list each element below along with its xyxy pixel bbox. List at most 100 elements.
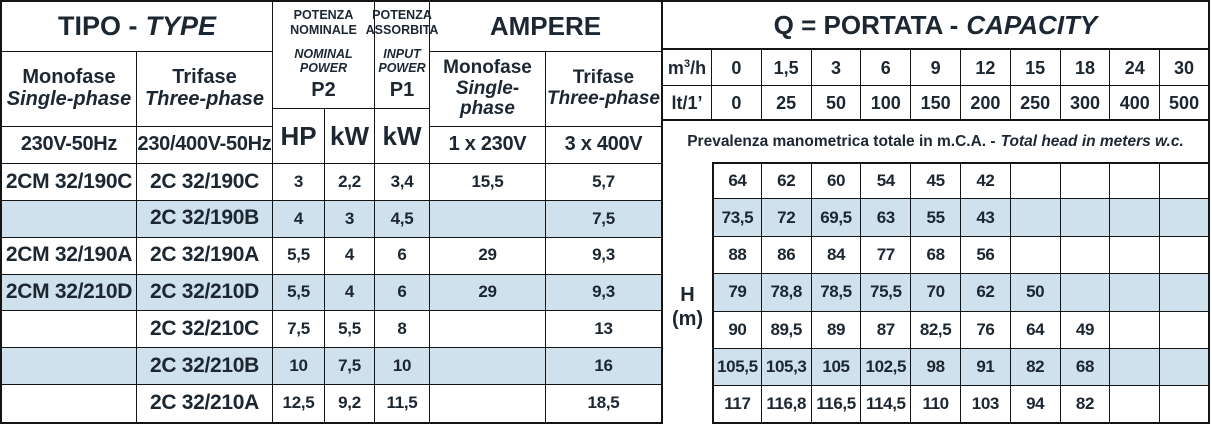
cell-head-value: [1060, 274, 1111, 312]
cell-head-value: 88: [712, 236, 762, 275]
cell-kw-input: 11,5: [375, 385, 430, 422]
cell-head-value: 73,5: [712, 199, 762, 237]
ampere-trifase-voltage: 3 x 400V: [546, 127, 661, 164]
flow-unit-m3h: m3/h: [663, 50, 712, 86]
ampere-trifase-it: Trifase: [572, 67, 635, 89]
ampere-trifase-en: Three-phase: [547, 88, 660, 109]
cell-type-trifase: 2C 32/210D: [137, 274, 273, 312]
monofase-voltage: 230V-50Hz: [2, 127, 137, 164]
cell-hp: 3: [273, 164, 325, 201]
cell-head-value: [1160, 199, 1210, 237]
cell-kw-nominal: 7,5: [325, 348, 375, 386]
cell-hp: 5,5: [273, 274, 325, 312]
input-power-it-line2: ASSORBITA: [365, 22, 439, 37]
cell-head-value: 55: [911, 199, 961, 237]
monofase-en: Single-phase: [6, 88, 132, 110]
cell-head-value: 91: [960, 348, 1011, 387]
cell-type-monofase: 2CM 32/190A: [2, 237, 137, 275]
cell-ampere-400v: 9,3: [546, 274, 661, 312]
cell-type-trifase: 2C 32/210A: [137, 385, 273, 422]
cell-head-value: 54: [861, 162, 912, 200]
cell-hp: 4: [273, 200, 325, 238]
cell-hp: 12,5: [273, 385, 325, 422]
cell-head-value: 110: [911, 386, 961, 424]
cell-head-value: [1010, 162, 1061, 200]
nominal-power-it-line2: NOMINALE: [290, 22, 357, 37]
head-values-table: 64 62 60 54 45 42 73,5 72 69,5 63 55 43 88 86 84 77 68 56…: [712, 162, 1210, 424]
cell-type-monofase: 2CM 32/210D: [2, 274, 137, 312]
cell-head-value: 103: [960, 386, 1011, 424]
cell-head-value: 75,5: [861, 274, 912, 312]
cell-head-value: 89: [811, 311, 862, 349]
cell-kw-input: 4,5: [375, 200, 430, 238]
cell-head-value: [1060, 199, 1111, 237]
ampere-trifase-header: Trifase Three-phase: [546, 52, 661, 127]
kw-input-unit-header: kW: [375, 109, 430, 164]
cell-head-value: 64: [1010, 311, 1061, 349]
cell-ampere-400v: 7,5: [546, 200, 661, 238]
cell-kw-input: 10: [375, 348, 430, 386]
input-power-header: POTENZA ASSORBITA INPUT POWER P1: [366, 2, 438, 109]
cell-head-value: 87: [861, 311, 912, 349]
cell-kw-input: 8: [375, 311, 430, 349]
cell-head-value: 89,5: [761, 311, 812, 349]
type-label: TYPE: [145, 10, 217, 41]
trifase-en: Three-phase: [145, 88, 264, 110]
cell-head-value: 43: [960, 199, 1011, 237]
cell-type-monofase: 2CM 32/190C: [2, 164, 137, 201]
cell-head-value: [1110, 386, 1161, 424]
capacity-title-en: CAPACITY: [966, 10, 1098, 40]
cell-type-monofase: [2, 311, 137, 349]
cell-ampere-400v: 9,3: [546, 238, 661, 275]
cell-head-value: [1160, 348, 1210, 387]
cell-head-value: 116,8: [761, 386, 812, 424]
capacity-header-table: Q = PORTATA - CAPACITY m3/h lt/1’ Preval…: [663, 0, 1210, 162]
ampere-monofase-it: Monofase: [443, 57, 532, 79]
input-power-it-line1: POTENZA: [372, 8, 432, 23]
cell-head-value: 82: [1060, 386, 1111, 424]
flow-lt-value: 50: [811, 86, 862, 121]
cell-ampere-230v: 29: [430, 274, 546, 312]
cell-head-value: [1160, 274, 1210, 312]
total-head-note-en: Total head in meters w.c.: [1000, 132, 1184, 150]
flow-m3h-value: 18: [1060, 50, 1111, 86]
cell-head-value: 50: [1010, 274, 1061, 312]
left-table: TIPO - TYPE POTENZA NOMINALE NOMINAL POW…: [0, 0, 663, 424]
cell-head-value: [1160, 162, 1210, 200]
cell-type-monofase: [2, 348, 137, 386]
cell-head-value: 70: [911, 274, 961, 312]
cell-head-value: 98: [911, 348, 961, 387]
flow-lt-value: 25: [761, 86, 812, 121]
ampere-title: AMPERE: [489, 11, 602, 42]
cell-head-value: [1160, 311, 1210, 349]
cell-ampere-400v: 5,7: [546, 164, 661, 201]
cell-head-value: 114,5: [861, 386, 912, 424]
cell-type-trifase: 2C 32/210C: [137, 311, 273, 349]
cell-ampere-230v: [430, 200, 546, 238]
cell-head-value: [1110, 311, 1161, 349]
cell-head-value: [1160, 236, 1210, 275]
cell-head-value: 78,8: [761, 274, 812, 312]
flow-lt-value: 500: [1160, 86, 1210, 121]
kw-nominal-unit-header: kW: [325, 109, 375, 164]
cell-head-value: 62: [761, 162, 812, 200]
tipo-type-header: TIPO - TYPE: [2, 2, 273, 52]
cell-type-trifase: 2C 32/190A: [137, 237, 273, 275]
cell-hp: 7,5: [273, 311, 325, 349]
cell-head-value: [1110, 274, 1161, 312]
cell-head-value: 69,5: [811, 199, 862, 237]
total-head-note: Prevalenza manometrica totale in m.C.A. …: [663, 121, 1210, 162]
capacity-title-it: Q = PORTATA -: [773, 10, 959, 40]
flow-lt-value: 0: [712, 86, 762, 121]
ampere-header: AMPERE: [430, 2, 661, 52]
hp-unit-header: HP: [273, 109, 325, 164]
tipo-label: TIPO -: [57, 10, 138, 41]
flow-lt-value: 300: [1060, 86, 1111, 121]
cell-head-value: 102,5: [861, 348, 912, 387]
cell-kw-nominal: 2,2: [325, 164, 375, 201]
flow-lt-value: 100: [861, 86, 912, 121]
ampere-monofase-en: Single-phase: [455, 77, 520, 120]
cell-head-value: [1110, 236, 1161, 275]
flow-lt-value: 200: [960, 86, 1011, 121]
